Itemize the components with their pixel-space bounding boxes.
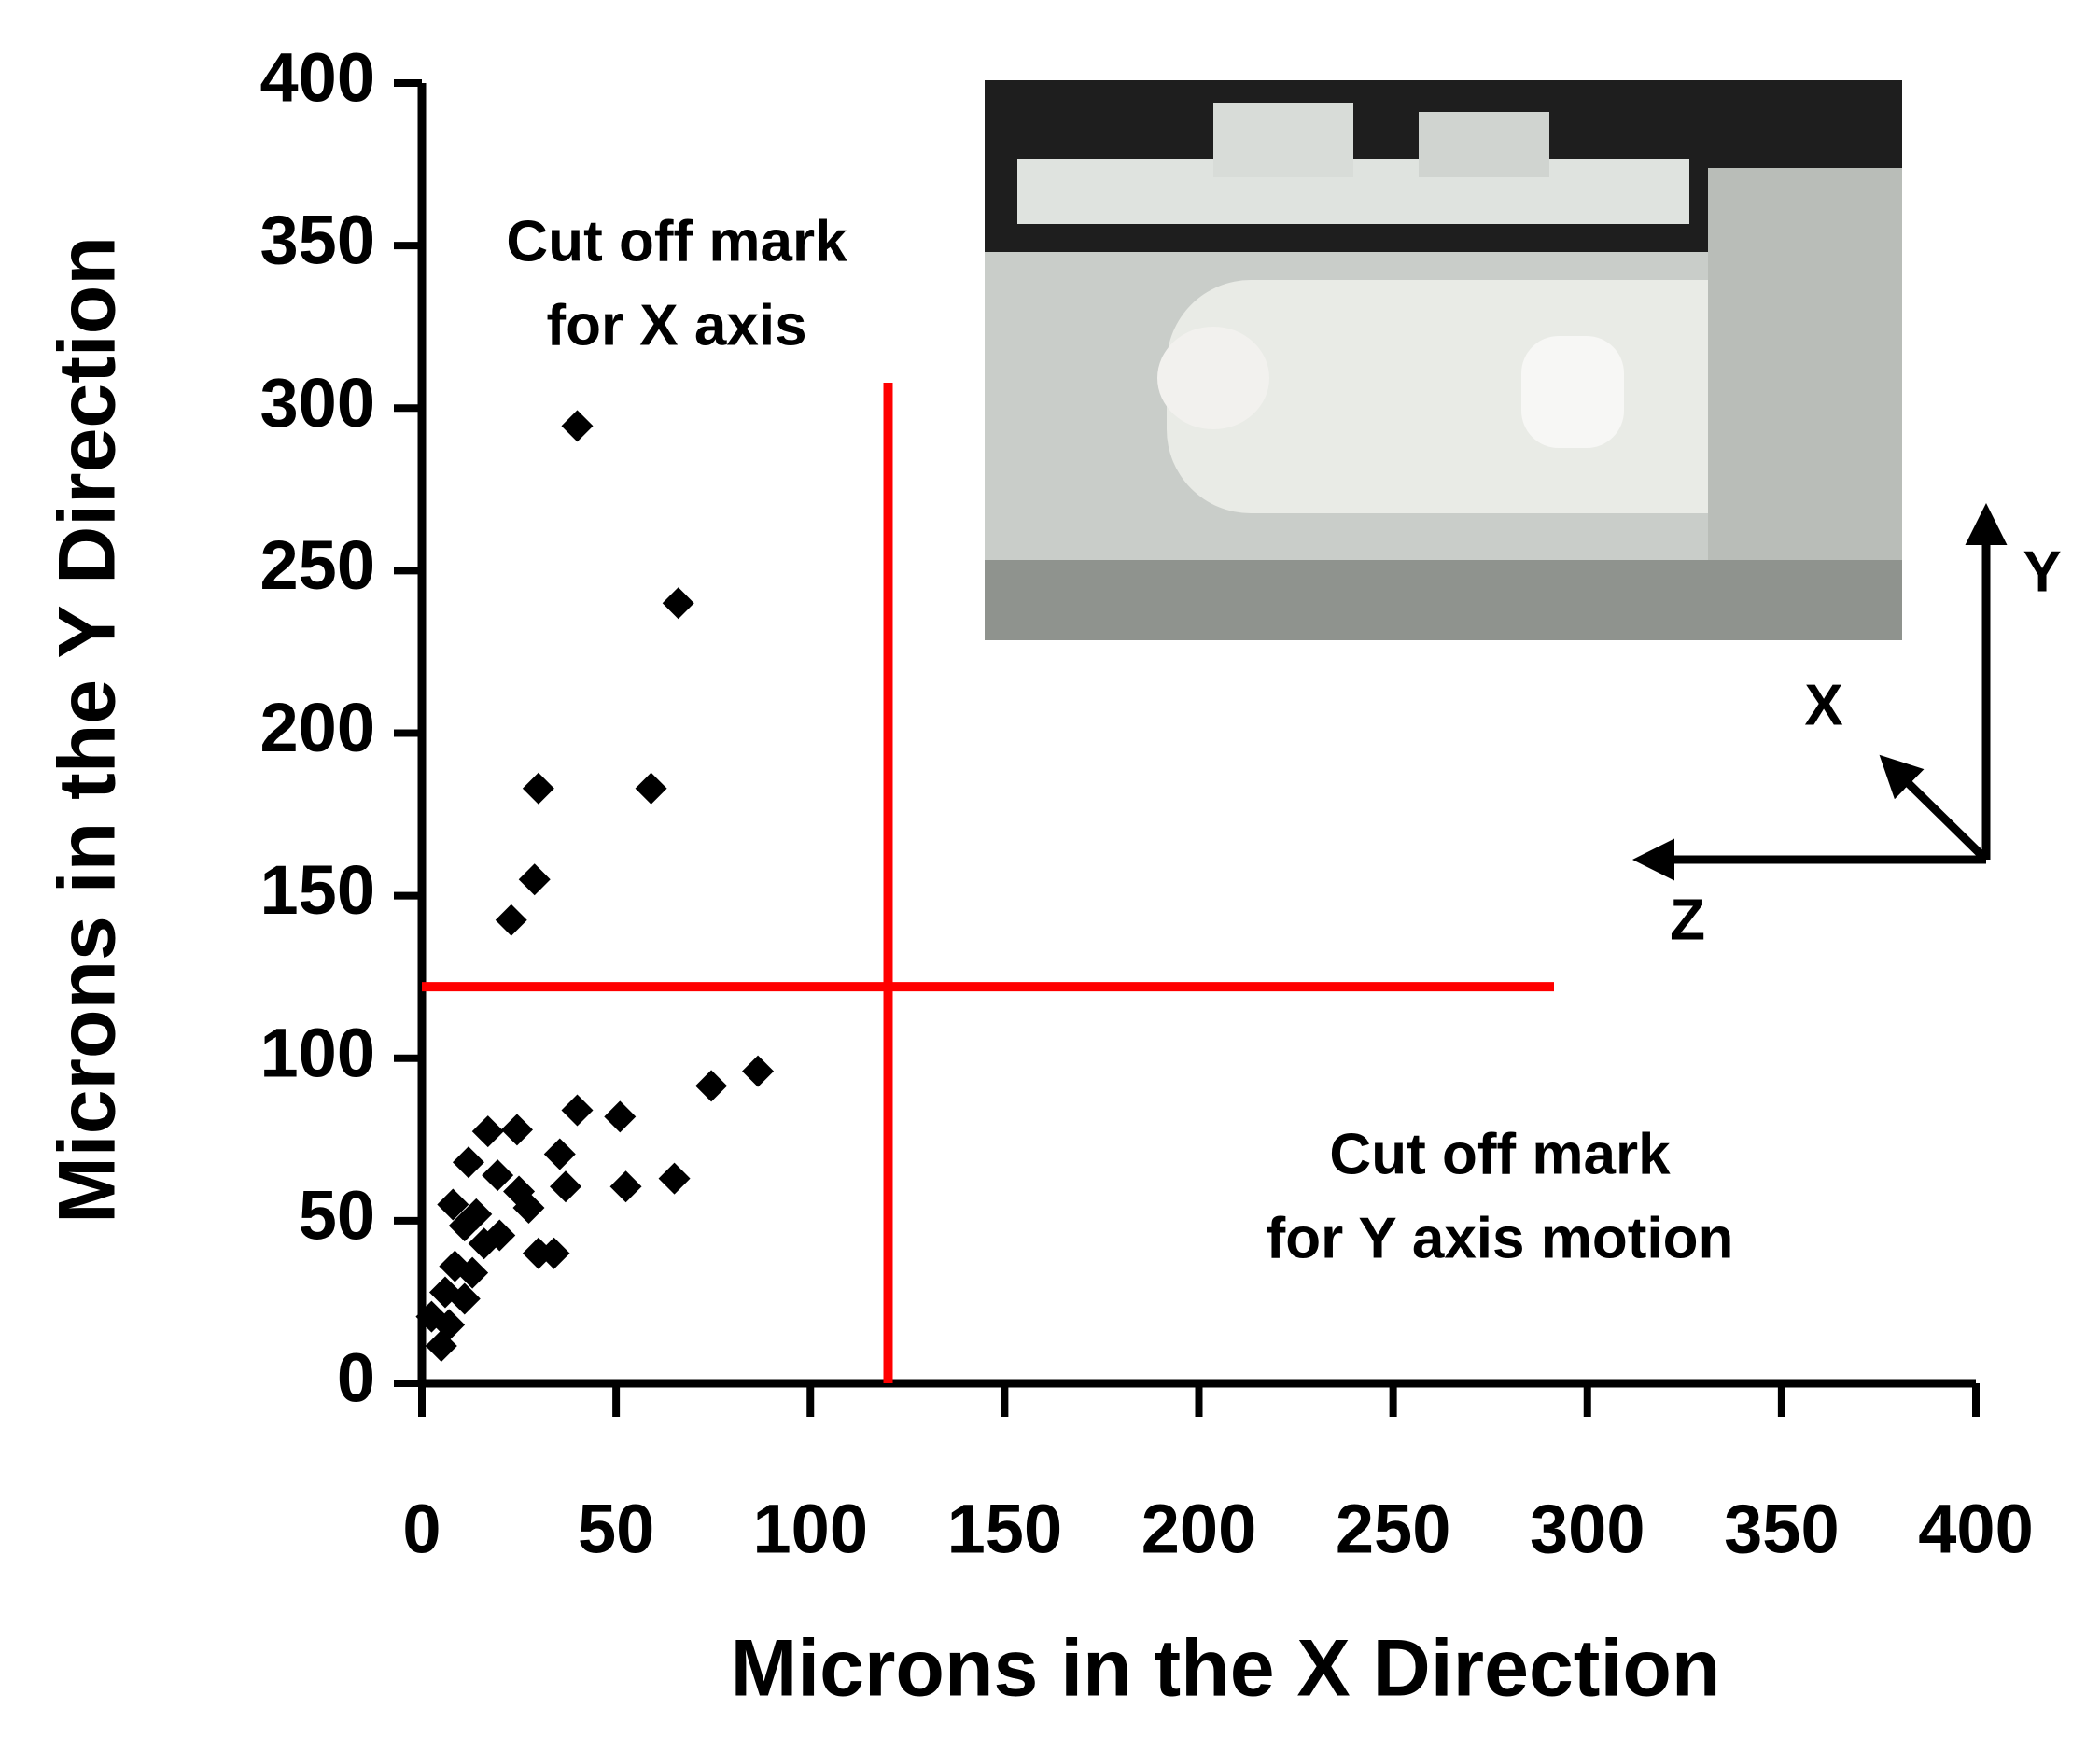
- point: [561, 1094, 594, 1127]
- point: [425, 1329, 457, 1362]
- point: [448, 1282, 481, 1315]
- axis-key: [1632, 503, 2008, 881]
- x-axis-label: Microns in the X Direction: [731, 1624, 1721, 1714]
- y-tick-label: 300: [260, 364, 375, 441]
- y-tick-label: 400: [260, 39, 375, 117]
- point: [522, 772, 554, 805]
- point: [518, 863, 551, 896]
- annotation: Cut off mark: [506, 209, 847, 273]
- x-tick-label: 200: [1141, 1491, 1256, 1568]
- point: [662, 587, 694, 620]
- point: [543, 1138, 576, 1170]
- x-tick-label: 150: [947, 1491, 1062, 1568]
- y-tick-label: 100: [260, 1014, 375, 1091]
- x-tick-label: 0: [402, 1491, 441, 1568]
- inset-photo: [985, 80, 1902, 640]
- point: [456, 1256, 489, 1289]
- y-tick-label: 150: [260, 851, 375, 929]
- point: [448, 1210, 481, 1242]
- point: [658, 1162, 691, 1195]
- y-tick-label: 200: [260, 689, 375, 766]
- point: [437, 1188, 469, 1221]
- x-tick-label: 50: [578, 1491, 654, 1568]
- point: [500, 1114, 533, 1146]
- x-tick-label: 350: [1724, 1491, 1839, 1568]
- y-tick-label: 0: [337, 1339, 375, 1417]
- point: [512, 1191, 545, 1224]
- y-tick-label: 350: [260, 202, 375, 279]
- y-axis-label: Microns in the Y Direction: [43, 236, 133, 1224]
- key-x-arrow: [1879, 754, 1990, 863]
- point: [468, 1227, 500, 1260]
- point: [695, 1070, 728, 1102]
- point: [561, 410, 594, 442]
- annotation: for X axis: [546, 293, 806, 357]
- x-tick-label: 100: [753, 1491, 868, 1568]
- point: [742, 1055, 775, 1087]
- annotation: for Y axis motion: [1267, 1206, 1734, 1270]
- point: [550, 1170, 582, 1203]
- point: [452, 1146, 484, 1179]
- point: [635, 772, 667, 805]
- key-x-label: X: [1804, 673, 1842, 737]
- point: [471, 1115, 504, 1148]
- point: [495, 904, 527, 936]
- point: [604, 1100, 637, 1133]
- annotation: Cut off mark: [1329, 1122, 1671, 1186]
- point: [482, 1159, 514, 1192]
- y-tick-label: 250: [260, 526, 375, 604]
- point: [538, 1237, 570, 1269]
- key-y-label: Y: [2023, 539, 2061, 604]
- x-tick-label: 250: [1336, 1491, 1450, 1568]
- key-z-label: Z: [1670, 888, 1705, 952]
- point: [609, 1170, 642, 1203]
- y-tick-label: 50: [299, 1176, 375, 1254]
- x-tick-label: 400: [1918, 1491, 2033, 1568]
- x-tick-label: 300: [1530, 1491, 1645, 1568]
